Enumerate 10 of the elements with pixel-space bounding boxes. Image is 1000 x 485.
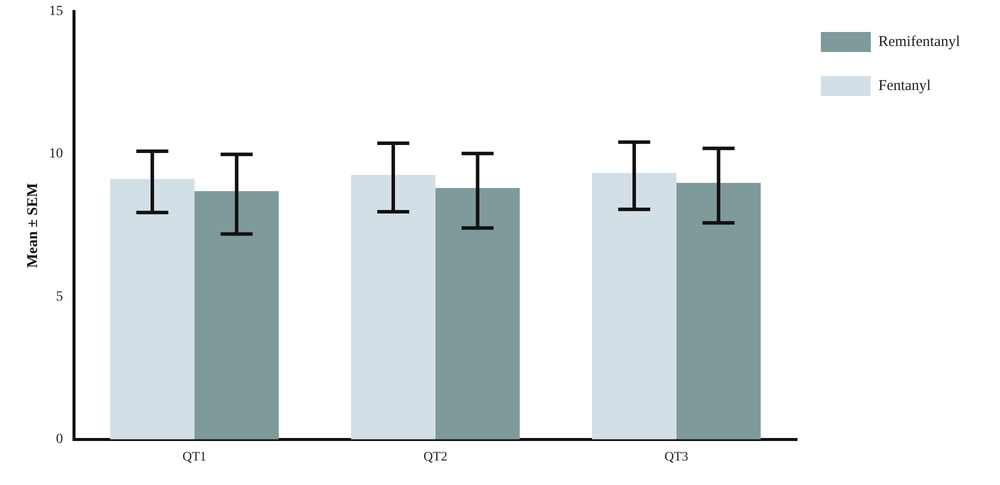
legend-label: Remifentanyl [878,34,960,50]
x-tick-label: QT1 [182,448,206,464]
y-axis-title: Mean ± SEM [24,182,41,268]
y-tick-label: 10 [49,146,63,162]
y-tick-label: 15 [49,4,63,20]
legend-label: Fentanyl [878,78,931,94]
y-tick-label: 5 [56,289,63,304]
x-tick-label: QT3 [664,448,688,464]
y-tick-label: 0 [56,432,63,448]
x-tick-label: QT2 [424,448,448,464]
